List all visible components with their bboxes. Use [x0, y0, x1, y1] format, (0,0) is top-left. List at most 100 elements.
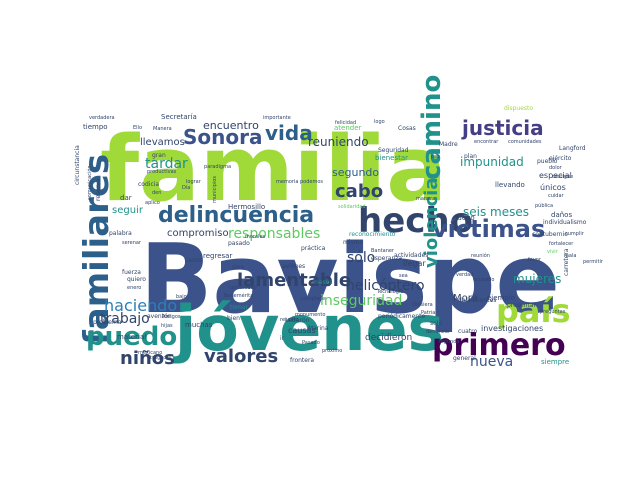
word-cuidar: cuidar: [548, 193, 565, 199]
word-pasado: Pasado: [302, 340, 320, 346]
word-bantaner: Bantaner: [371, 248, 395, 254]
word-vivir: vivir: [547, 249, 559, 255]
word-justicia: justicia: [461, 116, 544, 140]
word-sonora: Sonora: [183, 125, 262, 149]
word-material: material: [117, 333, 146, 341]
word-memoria: memoria: [276, 179, 298, 185]
word-proximo: próximo: [322, 347, 342, 354]
word-manera: manera: [416, 196, 435, 202]
word-monumento: monumento: [295, 312, 325, 318]
word-solidaridad: solidaridad: [338, 204, 366, 210]
word-aventon: aventón: [147, 313, 172, 320]
word-aviones: aviones: [282, 263, 305, 270]
word-cabo: cabo: [335, 181, 383, 202]
word-seguridad: Seguridad: [378, 147, 409, 154]
word-aplico: aplico: [145, 200, 160, 206]
word-reserva: reserva: [95, 178, 102, 201]
word-ir: ir: [280, 335, 285, 342]
word-siempre: siempre: [541, 358, 569, 366]
word-causas: causas: [288, 326, 316, 335]
word-quiero: quiero: [127, 276, 146, 283]
word-bajo: bajo: [176, 294, 187, 300]
word-seis-meses: seis meses: [463, 205, 529, 219]
word-delincuentes: delincuentes: [458, 297, 496, 304]
word-felicidad: felicidad: [335, 120, 356, 126]
word-seguir: seguir: [112, 205, 144, 216]
word-pasado: pasado: [228, 240, 250, 247]
word-comunicacion: comunicación: [86, 165, 93, 200]
word-llevamos: llevamos: [140, 137, 185, 148]
word-periodicamente: periódicamente: [378, 313, 425, 320]
word-individualismo: individualismo: [543, 219, 587, 226]
word-contubernio: contubernio: [532, 231, 568, 238]
word-bienestar: bienestar: [375, 154, 408, 162]
word-madre: Madre: [439, 141, 458, 148]
word-paz: paz: [431, 154, 440, 160]
word-camino: camino: [417, 75, 447, 180]
word-primero: primero: [432, 328, 566, 363]
word-publica: pública: [535, 202, 553, 209]
word-nuevo: nuevo: [453, 214, 475, 222]
word-llevando: llevando: [495, 181, 525, 189]
word-llegar: llegar: [403, 259, 426, 268]
word-langford: Langford: [559, 145, 586, 152]
word-nueva: nueva: [470, 354, 513, 370]
word-ejemplo: ejemplo: [487, 294, 515, 302]
word-unicos: únicos: [540, 183, 566, 192]
word-dolor: dolor: [549, 165, 563, 171]
word-enero: enero: [127, 285, 141, 291]
word-ocupado: ocupado: [473, 277, 494, 283]
word-preguntas: preguntas: [540, 309, 566, 315]
word-benemerita: Benemérita: [224, 292, 253, 299]
word-palabra: palabra: [109, 230, 132, 237]
word-circunstancia: circunstancia: [74, 145, 81, 185]
word-delincuencia: delincuencia: [158, 203, 314, 228]
word-fortalecer: fortalecer: [549, 241, 574, 247]
word-actividades: actividades: [394, 252, 428, 259]
word-verdad: verdad: [456, 272, 473, 278]
word-responsables: responsables: [228, 226, 320, 242]
word-esperanza: esperanza: [371, 255, 402, 262]
word-segundo: segundo: [332, 166, 379, 179]
word-dia: Día: [182, 184, 190, 191]
word-hijas: hijas: [161, 323, 173, 329]
word-tomar: tomar: [230, 304, 249, 311]
word-puedo: puedo: [86, 322, 177, 352]
word-logo: logo: [374, 119, 385, 125]
word-solo: solo: [430, 320, 442, 327]
word-podemos: podemos: [300, 179, 323, 185]
word-productivas: productivas: [147, 169, 177, 175]
word-mismo: mismo: [343, 239, 363, 246]
word-investigaciones: investigaciones: [481, 324, 543, 333]
word-carretera: carretera: [563, 248, 570, 276]
word-municipios: municipios: [212, 176, 218, 203]
word-tragedia: tragedia: [150, 355, 171, 361]
word-trabajo: trabajo: [100, 311, 150, 327]
word-permitir: permitir: [583, 259, 604, 265]
word-meses: meses: [313, 279, 332, 286]
word-serenar: serenar: [122, 240, 142, 246]
word-mujeres: mujeres: [513, 272, 561, 286]
word-ninos: niños: [120, 348, 175, 369]
word-ejercito: ejército: [549, 155, 572, 162]
word-patria: Patria: [421, 310, 435, 316]
word-mala: mala: [564, 253, 576, 259]
word-favor: favor: [528, 257, 542, 263]
word-manera: Manera: [153, 126, 172, 132]
word-regresar: regresar: [203, 252, 232, 260]
word-presentar: presentar: [507, 302, 536, 309]
word-cuatro: cuatro: [458, 328, 477, 335]
word-reuniendo: reuniendo: [308, 135, 369, 149]
word-marina: Marina: [308, 325, 329, 332]
word-importante: importante: [263, 115, 291, 121]
word-impunidad: impunidad: [460, 155, 524, 169]
word-tecnologia: Tecnología: [376, 288, 403, 295]
word-dar: dar: [120, 194, 132, 202]
word-solo: sólo: [347, 250, 375, 266]
word-problema: problema: [93, 319, 122, 326]
word-castigue: castigue: [552, 174, 573, 180]
word-decidieron: decidieron: [365, 333, 412, 343]
word-compromiso: compromiso: [167, 228, 229, 239]
